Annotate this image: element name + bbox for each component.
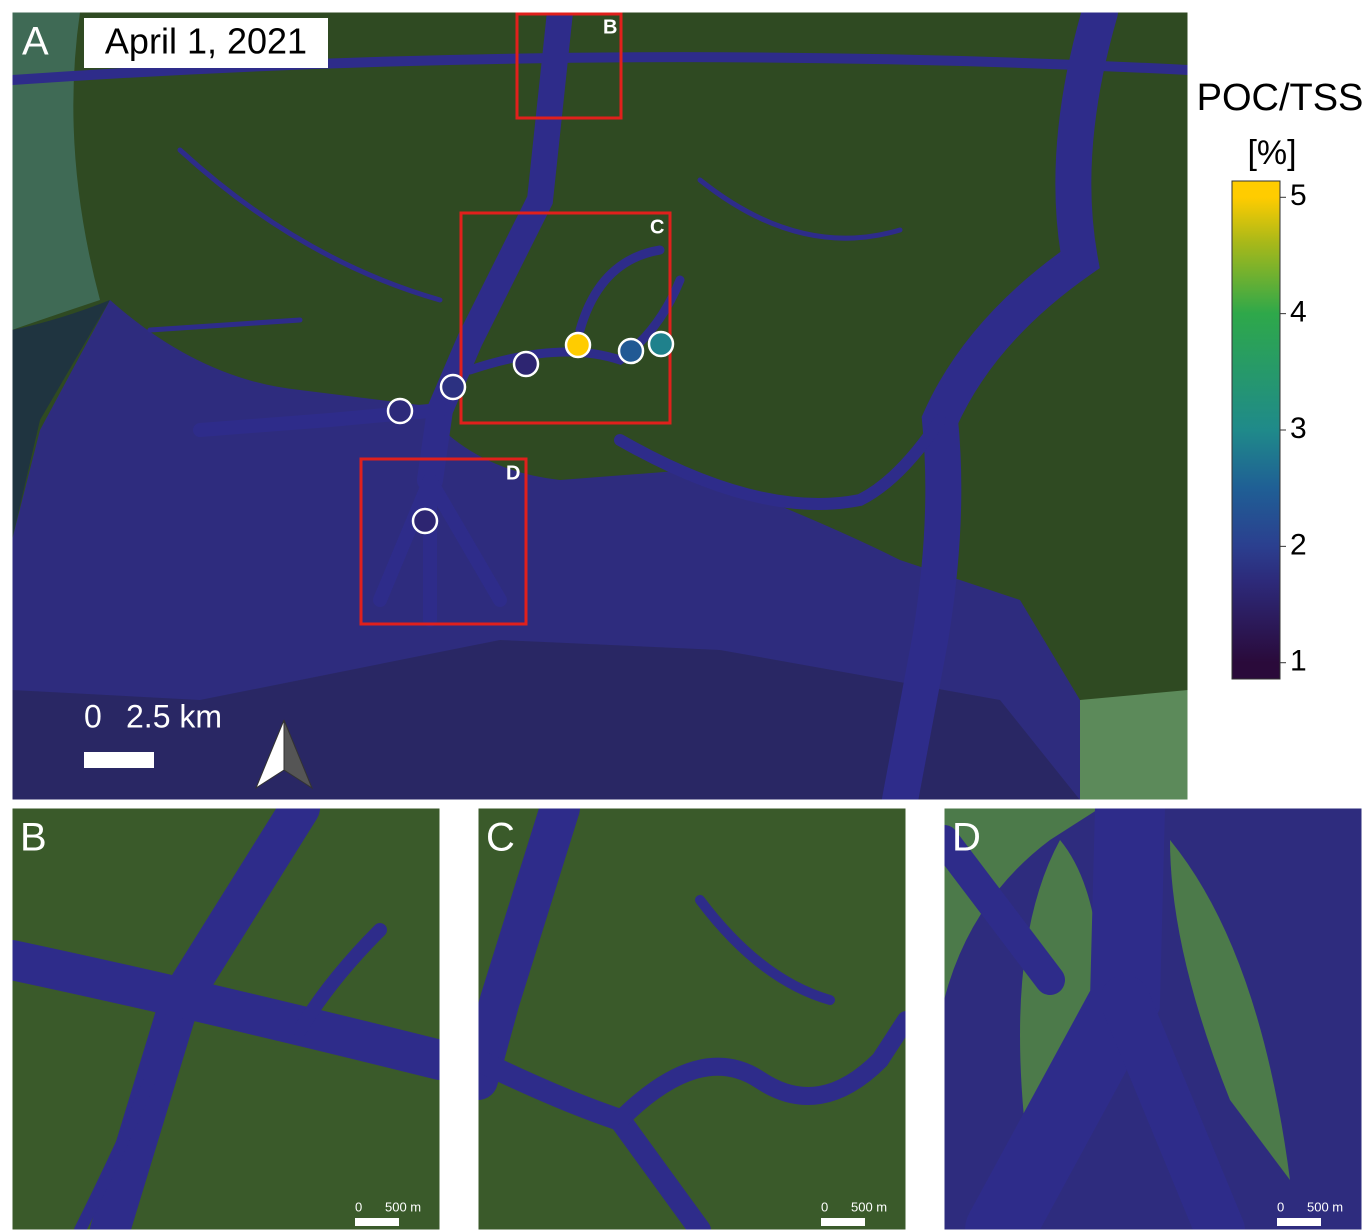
sampling-site	[388, 399, 412, 423]
sampling-site	[649, 332, 673, 356]
scale-distance: 500 m	[1307, 1199, 1343, 1214]
colorbar-tick-label: 1	[1290, 645, 1307, 678]
date: April 1, 2021	[105, 21, 307, 62]
colorbar-tick-label: 5	[1290, 179, 1307, 212]
colorbar: POC/TSS [%] 1 2 3 4 5	[1197, 77, 1362, 679]
scale-bar	[821, 1218, 865, 1226]
inset-panel	[478, 808, 906, 1230]
sampling-site	[441, 375, 465, 399]
land-patch	[1080, 690, 1188, 800]
panel-label: A	[22, 20, 49, 64]
figure: A April 1, 2021 0 2.5 km B C D POC/TSS [%]…	[0, 0, 1362, 1230]
map-a	[12, 12, 1188, 800]
sampling-site	[619, 339, 643, 363]
colorbar-unit: [%]	[1247, 134, 1296, 172]
scale-bar	[84, 752, 154, 768]
scale-zero: 0	[355, 1199, 362, 1214]
inset-box-label: B	[603, 16, 617, 38]
sampling-site	[413, 509, 437, 533]
sampling-site	[566, 333, 590, 357]
inset-box-label: D	[506, 462, 520, 484]
colorbar-bar	[1232, 181, 1280, 679]
scale-bar	[355, 1218, 399, 1226]
sampling-site	[514, 352, 538, 376]
inset-panel	[12, 808, 440, 1230]
colorbar-tick-label: 3	[1290, 412, 1307, 445]
scale-zero: 0	[821, 1199, 828, 1214]
scale-distance: 500 m	[851, 1199, 887, 1214]
colorbar-tick-label: 4	[1290, 296, 1307, 329]
scale-distance: 500 m	[385, 1199, 421, 1214]
scale-zero: 0	[84, 698, 102, 734]
scale-distance: 2.5 km	[126, 698, 222, 734]
colorbar-tick-label: 2	[1290, 528, 1307, 561]
inset-box-label: C	[650, 216, 664, 238]
colorbar-title: POC/TSS	[1197, 77, 1362, 119]
panel-label: C	[486, 816, 515, 860]
panel-label: B	[20, 816, 47, 860]
scale-bar	[1277, 1218, 1321, 1226]
scale-zero: 0	[1277, 1199, 1284, 1214]
inset-panel	[944, 808, 1362, 1230]
panel-label: D	[952, 816, 981, 860]
